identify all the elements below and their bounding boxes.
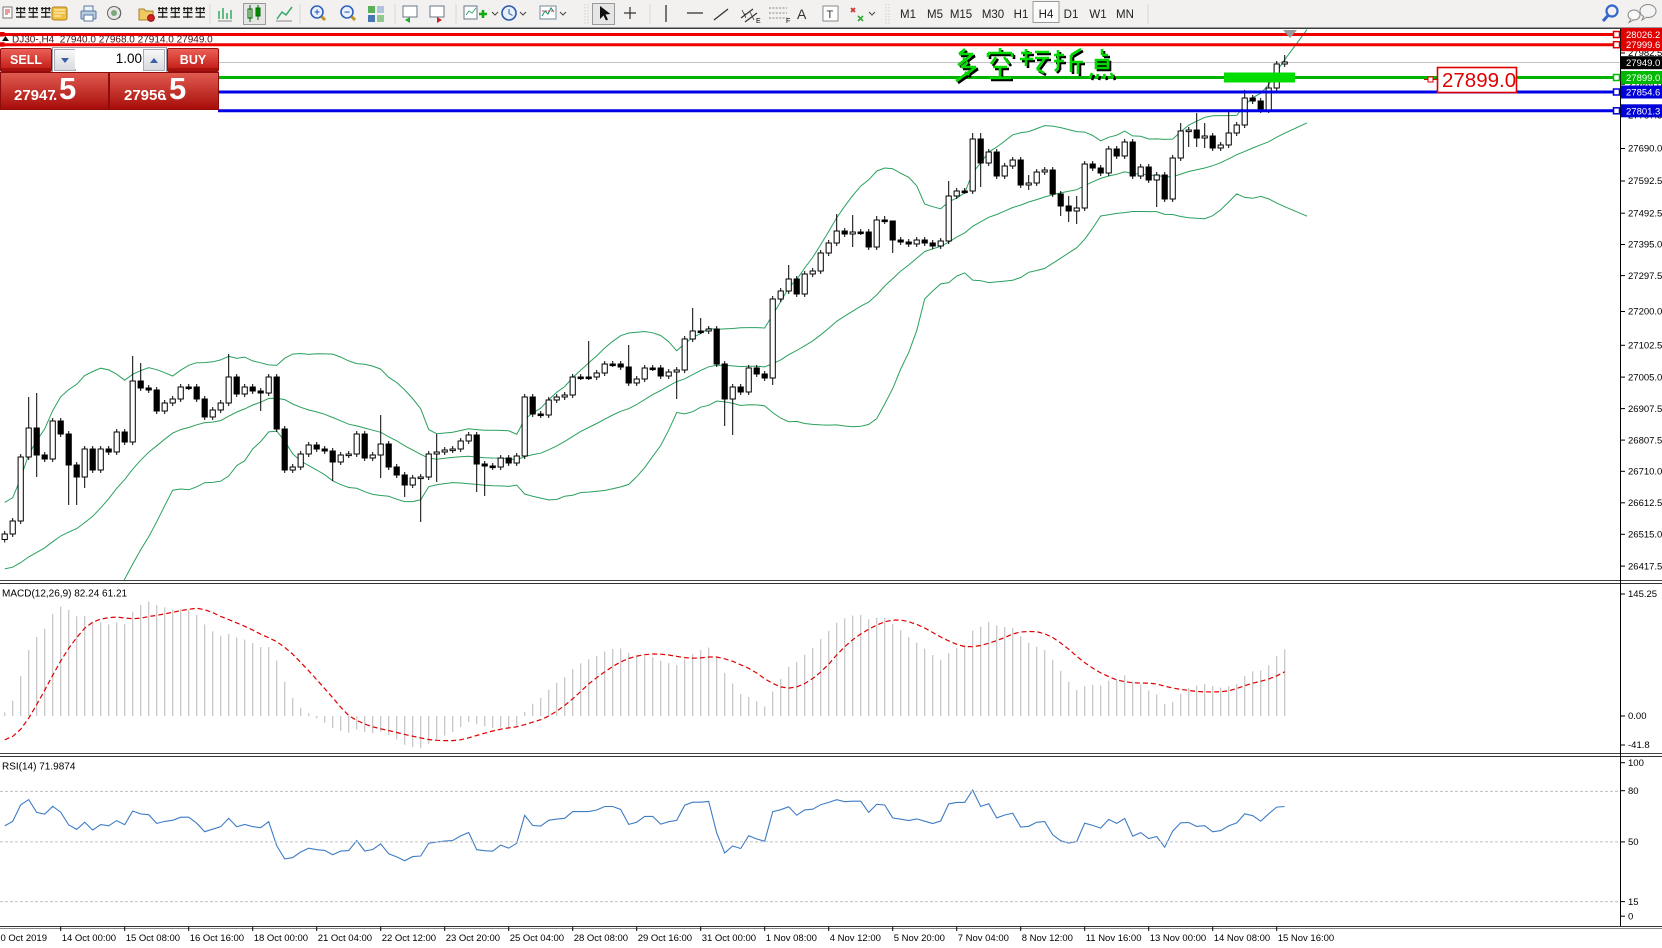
svg-text:0 Oct 2019: 0 Oct 2019 bbox=[1, 933, 47, 944]
svg-text:M1: M1 bbox=[900, 9, 916, 21]
svg-text:1 Nov 08:00: 1 Nov 08:00 bbox=[766, 933, 817, 944]
svg-text:14 Oct 00:00: 14 Oct 00:00 bbox=[62, 933, 116, 944]
svg-text:31 Oct 00:00: 31 Oct 00:00 bbox=[702, 933, 756, 944]
svg-text:8 Nov 12:00: 8 Nov 12:00 bbox=[1022, 933, 1073, 944]
svg-text:27999.6: 27999.6 bbox=[1626, 40, 1660, 51]
svg-text:27885.0: 27885.0 bbox=[1628, 79, 1662, 90]
svg-text:7 Nov 04:00: 7 Nov 04:00 bbox=[958, 933, 1009, 944]
svg-text:RSI(14) 71.9874: RSI(14) 71.9874 bbox=[2, 762, 76, 773]
svg-text:H1: H1 bbox=[1014, 9, 1029, 21]
svg-text:25 Oct 04:00: 25 Oct 04:00 bbox=[510, 933, 564, 944]
svg-text:50: 50 bbox=[1628, 837, 1639, 848]
svg-text:26612.5: 26612.5 bbox=[1628, 498, 1662, 509]
svg-text:−: − bbox=[344, 8, 350, 19]
svg-text:T: T bbox=[827, 9, 834, 21]
svg-text:H4: H4 bbox=[1039, 9, 1054, 21]
svg-text:80: 80 bbox=[1628, 786, 1639, 797]
svg-text:27592.5: 27592.5 bbox=[1628, 176, 1662, 187]
svg-text:15: 15 bbox=[1628, 897, 1639, 908]
svg-text:23 Oct 20:00: 23 Oct 20:00 bbox=[446, 933, 500, 944]
svg-text:+: + bbox=[314, 8, 320, 19]
svg-text:29 Oct 16:00: 29 Oct 16:00 bbox=[638, 933, 692, 944]
svg-text:26907.5: 26907.5 bbox=[1628, 404, 1662, 415]
svg-text:27982.5: 27982.5 bbox=[1628, 48, 1662, 59]
svg-text:15 Nov 16:00: 15 Nov 16:00 bbox=[1278, 933, 1335, 944]
svg-text:27899.0: 27899.0 bbox=[1442, 69, 1516, 92]
svg-text:M5: M5 bbox=[927, 9, 943, 21]
svg-text:F: F bbox=[786, 18, 790, 25]
svg-text:27949.0: 27949.0 bbox=[1626, 58, 1660, 69]
svg-text:DJ30-,H4 27940.0 27968.0 2791: DJ30-,H4 27940.0 27968.0 27914.0 27949.0 bbox=[12, 35, 213, 46]
svg-text:4 Nov 12:00: 4 Nov 12:00 bbox=[830, 933, 881, 944]
svg-text:11 Nov 16:00: 11 Nov 16:00 bbox=[1086, 933, 1142, 944]
svg-text:27102.5: 27102.5 bbox=[1628, 341, 1662, 352]
svg-text:26515.0: 26515.0 bbox=[1628, 530, 1662, 541]
svg-text:21 Oct 04:00: 21 Oct 04:00 bbox=[318, 933, 372, 944]
svg-text:145.25: 145.25 bbox=[1628, 589, 1657, 600]
svg-text:27200.0: 27200.0 bbox=[1628, 307, 1662, 318]
svg-text:27854.6: 27854.6 bbox=[1626, 88, 1660, 99]
svg-text:D1: D1 bbox=[1064, 9, 1079, 21]
svg-text:27395.0: 27395.0 bbox=[1628, 240, 1662, 251]
svg-text:28 Oct 08:00: 28 Oct 08:00 bbox=[574, 933, 628, 944]
svg-text:W1: W1 bbox=[1089, 9, 1106, 21]
svg-text:5 Nov 20:00: 5 Nov 20:00 bbox=[894, 933, 945, 944]
svg-text:0: 0 bbox=[1628, 911, 1633, 922]
svg-text:14 Nov 08:00: 14 Nov 08:00 bbox=[1214, 933, 1271, 944]
svg-text:27899.0: 27899.0 bbox=[1626, 73, 1660, 84]
svg-text:MN: MN bbox=[1116, 9, 1134, 21]
svg-text:-41.8: -41.8 bbox=[1628, 740, 1650, 751]
svg-text:A: A bbox=[797, 6, 807, 22]
svg-text:M30: M30 bbox=[982, 9, 1004, 21]
svg-text:E: E bbox=[756, 18, 761, 25]
svg-text:27297.5: 27297.5 bbox=[1628, 271, 1662, 282]
svg-text:27690.0: 27690.0 bbox=[1628, 144, 1662, 155]
svg-text:18 Oct 00:00: 18 Oct 00:00 bbox=[254, 933, 308, 944]
svg-text:15 Oct 08:00: 15 Oct 08:00 bbox=[126, 933, 180, 944]
svg-text:27005.0: 27005.0 bbox=[1628, 372, 1662, 383]
svg-text:MACD(12,26,9) 82.24 61.21: MACD(12,26,9) 82.24 61.21 bbox=[2, 589, 128, 600]
svg-text:27492.5: 27492.5 bbox=[1628, 208, 1662, 219]
svg-text:13 Nov 00:00: 13 Nov 00:00 bbox=[1150, 933, 1207, 944]
svg-text:26710.0: 26710.0 bbox=[1628, 467, 1662, 478]
svg-text:28026.2: 28026.2 bbox=[1626, 30, 1660, 41]
svg-text:26807.5: 26807.5 bbox=[1628, 435, 1662, 446]
svg-text:0.00: 0.00 bbox=[1628, 711, 1647, 722]
svg-text:16 Oct 16:00: 16 Oct 16:00 bbox=[190, 933, 244, 944]
svg-text:27801.3: 27801.3 bbox=[1626, 106, 1660, 117]
svg-text:22 Oct 12:00: 22 Oct 12:00 bbox=[382, 933, 436, 944]
svg-text:M15: M15 bbox=[950, 9, 972, 21]
svg-text:26417.5: 26417.5 bbox=[1628, 561, 1662, 572]
svg-text:100: 100 bbox=[1628, 758, 1644, 769]
